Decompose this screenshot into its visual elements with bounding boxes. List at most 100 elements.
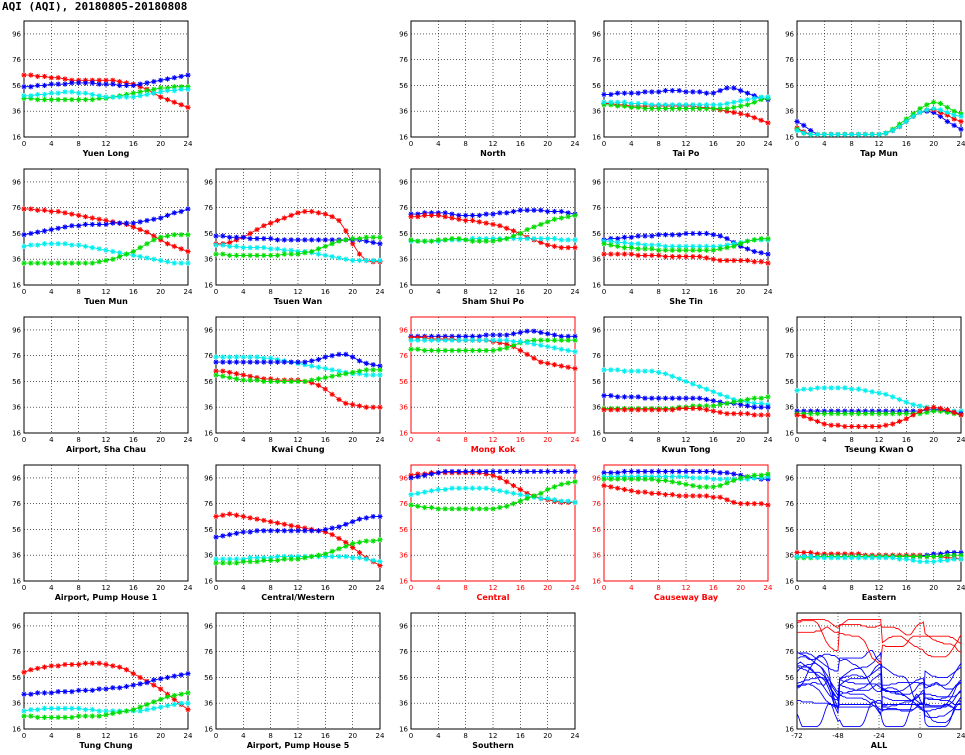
data-point-blue [288,359,294,365]
data-point-red [130,224,136,230]
data-point-blue [765,404,771,410]
data-point-blue [295,237,301,243]
data-point-blue [117,685,123,691]
data-point-cyan [683,378,689,385]
y-tick-label: 76 [785,352,794,360]
data-point-blue [309,528,315,534]
data-point-red [608,251,614,257]
data-point-green [628,476,634,482]
data-point-red [538,359,544,365]
data-point-red [717,257,723,264]
data-point-blue [669,232,675,238]
data-point-green [931,408,937,414]
x-tick-label: 0 [22,436,26,444]
data-point-red [717,494,723,500]
data-point-green [538,221,544,228]
y-tick-label: 16 [204,430,213,438]
data-point-green [356,236,363,242]
data-point-blue [117,82,123,89]
data-point-blue [254,359,260,365]
data-point-cyan [69,705,75,711]
data-point-blue [69,223,75,229]
data-point-green [510,233,517,239]
data-point-blue [565,333,571,339]
data-point-cyan [951,556,957,562]
data-point-blue [758,250,764,256]
data-point-cyan [628,100,634,107]
data-point-blue [738,88,744,94]
data-point-blue [551,468,558,475]
data-point-green [710,484,716,490]
data-point-cyan [890,394,896,400]
data-point-blue [89,80,95,86]
data-point-blue [302,359,308,365]
data-point-red [350,241,356,247]
data-point-green [309,377,315,383]
data-point-red [268,220,274,226]
data-point-green [158,85,164,91]
data-point-green [336,372,342,378]
data-point-cyan [676,376,682,382]
x-tick-label: 4 [822,436,827,444]
data-point-blue [635,233,641,239]
data-point-green [315,376,322,382]
data-point-blue [185,206,191,212]
y-tick-label: 56 [399,230,408,238]
data-point-green [89,260,95,266]
data-point-blue [649,89,655,95]
x-tick-label: 24 [184,288,193,296]
data-point-blue [615,394,621,400]
data-point-blue [738,402,744,408]
data-point-green [363,367,369,373]
y-tick-label: 16 [592,578,601,586]
data-point-green [572,479,578,485]
data-point-blue [62,689,68,695]
data-point-green [69,714,75,720]
data-point-cyan [697,243,703,249]
data-point-green [329,548,335,554]
x-tick-label: 12 [102,732,111,740]
data-point-red [524,351,530,357]
data-point-blue [158,676,164,682]
x-tick-label: 24 [184,436,193,444]
y-tick-label: 76 [12,352,21,360]
data-point-cyan [683,243,689,249]
x-tick-label: 8 [463,732,467,740]
x-tick-label: 12 [294,436,303,444]
data-point-blue [683,468,689,475]
data-point-green [628,245,634,251]
data-point-green [370,538,376,544]
y-tick-label: 36 [12,700,21,708]
y-tick-label: 96 [204,178,213,186]
data-point-cyan [476,337,482,343]
data-point-green [869,411,875,417]
y-tick-label: 36 [592,552,601,560]
data-point-cyan [855,386,862,392]
data-point-red [738,111,744,117]
data-point-cyan [662,474,669,480]
data-point-red [608,407,614,413]
data-point-red [233,371,240,377]
x-tick-label: 4 [629,584,634,592]
data-point-red [710,408,716,414]
data-point-green [917,106,923,112]
data-point-red [247,230,253,237]
data-point-green [158,696,164,702]
data-point-cyan [869,389,875,395]
data-point-cyan [656,474,662,480]
data-point-cyan [862,555,868,561]
data-point-red [103,661,109,668]
data-point-cyan [247,354,253,360]
data-point-cyan [572,349,578,355]
data-point-red [635,252,641,258]
data-point-blue [151,78,157,85]
data-point-cyan [504,489,510,495]
data-point-red [869,423,875,430]
data-point-red [951,409,957,415]
data-point-red [363,404,369,410]
panel-title: Tap Mun [860,149,898,158]
data-point-red [35,665,41,672]
data-point-cyan [469,485,476,491]
data-point-cyan [123,94,130,100]
data-point-blue [615,470,621,476]
